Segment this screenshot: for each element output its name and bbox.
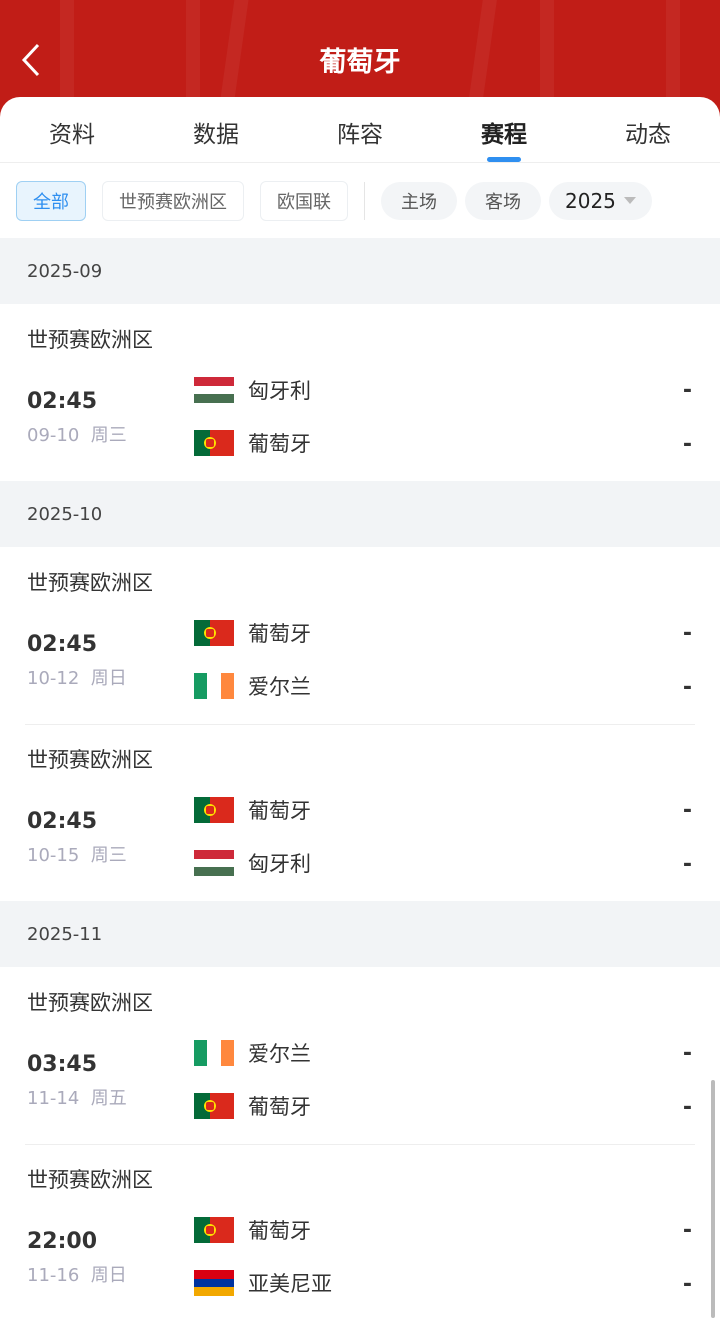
away-score: - (682, 1272, 692, 1297)
portugal-flag-icon (194, 430, 234, 456)
match-row[interactable]: 世预赛欧洲区 02:45 10-12 周日 葡萄牙 爱尔兰 - - (0, 547, 720, 724)
away-team: 葡萄牙 (194, 430, 311, 456)
home-score: - (682, 621, 692, 646)
home-team: 匈牙利 (194, 377, 311, 403)
filter-home[interactable]: 主场 (381, 181, 457, 220)
match-row[interactable]: 世预赛欧洲区 03:45 11-14 周五 爱尔兰 葡萄牙 - - (0, 967, 720, 1144)
filter-wc-qualifier-europe[interactable]: 世预赛欧洲区 (102, 180, 244, 221)
team-name: 匈牙利 (248, 379, 311, 403)
ireland-flag-icon (194, 1040, 234, 1066)
team-name: 匈牙利 (248, 852, 311, 876)
chevron-left-icon (21, 43, 40, 77)
tab-1[interactable]: 数据 (193, 122, 239, 148)
weekday: 周三 (90, 425, 127, 446)
date: 11-16 (27, 1265, 80, 1286)
weekday: 周日 (90, 1265, 127, 1286)
team-name: 爱尔兰 (248, 1042, 311, 1066)
away-team: 亚美尼亚 (194, 1270, 332, 1296)
tab-2[interactable]: 阵容 (337, 122, 383, 148)
competition-label: 世预赛欧洲区 (27, 328, 153, 352)
home-team: 葡萄牙 (194, 797, 311, 823)
month-header: 2025-09 (0, 238, 720, 304)
month-header: 2025-11 (0, 901, 720, 967)
page-title: 葡萄牙 (319, 47, 401, 78)
date: 10-15 (27, 845, 80, 866)
month-header: 2025-10 (0, 481, 720, 547)
match-date: 11-14 周五 (27, 1084, 127, 1110)
home-team: 爱尔兰 (194, 1040, 311, 1066)
match-date: 10-15 周三 (27, 841, 127, 867)
scrollbar[interactable] (711, 1080, 715, 1318)
ireland-flag-icon (194, 673, 234, 699)
tab-3[interactable]: 赛程 (432, 97, 576, 162)
weekday: 周三 (90, 845, 127, 866)
portugal-flag-icon (194, 1217, 234, 1243)
match-date: 10-12 周日 (27, 664, 127, 690)
weekday: 周日 (90, 668, 127, 689)
team-name: 爱尔兰 (248, 675, 311, 699)
year-select[interactable]: 2025 (549, 181, 652, 220)
weekday: 周五 (90, 1088, 127, 1109)
competition-label: 世预赛欧洲区 (27, 571, 153, 595)
home-score: - (682, 378, 692, 403)
filter-nations-league[interactable]: 欧国联 (260, 180, 348, 221)
competition-label: 世预赛欧洲区 (27, 748, 153, 772)
match-time: 22:00 (27, 1229, 98, 1254)
home-score: - (682, 798, 692, 823)
hungary-flag-icon (194, 377, 234, 403)
match-row[interactable]: 世预赛欧洲区 02:45 09-10 周三 匈牙利 葡萄牙 - - (0, 304, 720, 481)
back-button[interactable] (18, 42, 48, 78)
match-row[interactable]: 世预赛欧洲区 02:45 10-15 周三 葡萄牙 匈牙利 - - (0, 724, 720, 901)
divider (364, 181, 365, 220)
team-name: 葡萄牙 (248, 1219, 311, 1243)
team-name: 葡萄牙 (248, 799, 311, 823)
team-name: 亚美尼亚 (248, 1272, 332, 1296)
away-score: - (682, 852, 692, 877)
home-score: - (682, 1041, 692, 1066)
away-score: - (682, 675, 692, 700)
away-score: - (682, 1095, 692, 1120)
date: 11-14 (27, 1088, 80, 1109)
portugal-flag-icon (194, 1093, 234, 1119)
filter-away[interactable]: 客场 (465, 181, 541, 220)
team-name: 葡萄牙 (248, 622, 311, 646)
portugal-flag-icon (194, 620, 234, 646)
team-name: 葡萄牙 (248, 1095, 311, 1119)
match-row[interactable]: 世预赛欧洲区 22:00 11-16 周日 葡萄牙 亚美尼亚 - - (0, 1144, 720, 1318)
match-time: 02:45 (27, 809, 98, 834)
match-time: 02:45 (27, 389, 98, 414)
content-card: 资料 数据 阵容 赛程 动态 全部 世预赛欧洲区 欧国联 主场 客场 2025 2025… (0, 97, 720, 1318)
home-score: - (682, 1218, 692, 1243)
away-team: 匈牙利 (194, 850, 311, 876)
caret-down-icon (623, 197, 636, 204)
hungary-flag-icon (194, 850, 234, 876)
date: 10-12 (27, 668, 80, 689)
filter-all[interactable]: 全部 (16, 180, 86, 221)
armenia-flag-icon (194, 1270, 234, 1296)
match-date: 11-16 周日 (27, 1261, 127, 1287)
match-time: 02:45 (27, 632, 98, 657)
year-value: 2025 (565, 188, 616, 213)
away-team: 爱尔兰 (194, 673, 311, 699)
date: 09-10 (27, 425, 80, 446)
tab-4[interactable]: 动态 (625, 122, 671, 148)
portugal-flag-icon (194, 797, 234, 823)
schedule-list: 2025-09 世预赛欧洲区 02:45 09-10 周三 匈牙利 葡萄牙 - … (0, 238, 720, 1318)
away-score: - (682, 432, 692, 457)
competition-label: 世预赛欧洲区 (27, 991, 153, 1015)
match-time: 03:45 (27, 1052, 98, 1077)
match-date: 09-10 周三 (27, 421, 127, 447)
team-name: 葡萄牙 (248, 432, 311, 456)
tab-bar: 资料 数据 阵容 赛程 动态 (0, 97, 720, 163)
home-team: 葡萄牙 (194, 1217, 311, 1243)
tab-0[interactable]: 资料 (49, 122, 95, 148)
home-team: 葡萄牙 (194, 620, 311, 646)
competition-label: 世预赛欧洲区 (27, 1168, 153, 1192)
away-team: 葡萄牙 (194, 1093, 311, 1119)
filter-bar: 全部 世预赛欧洲区 欧国联 主场 客场 2025 (0, 163, 720, 238)
